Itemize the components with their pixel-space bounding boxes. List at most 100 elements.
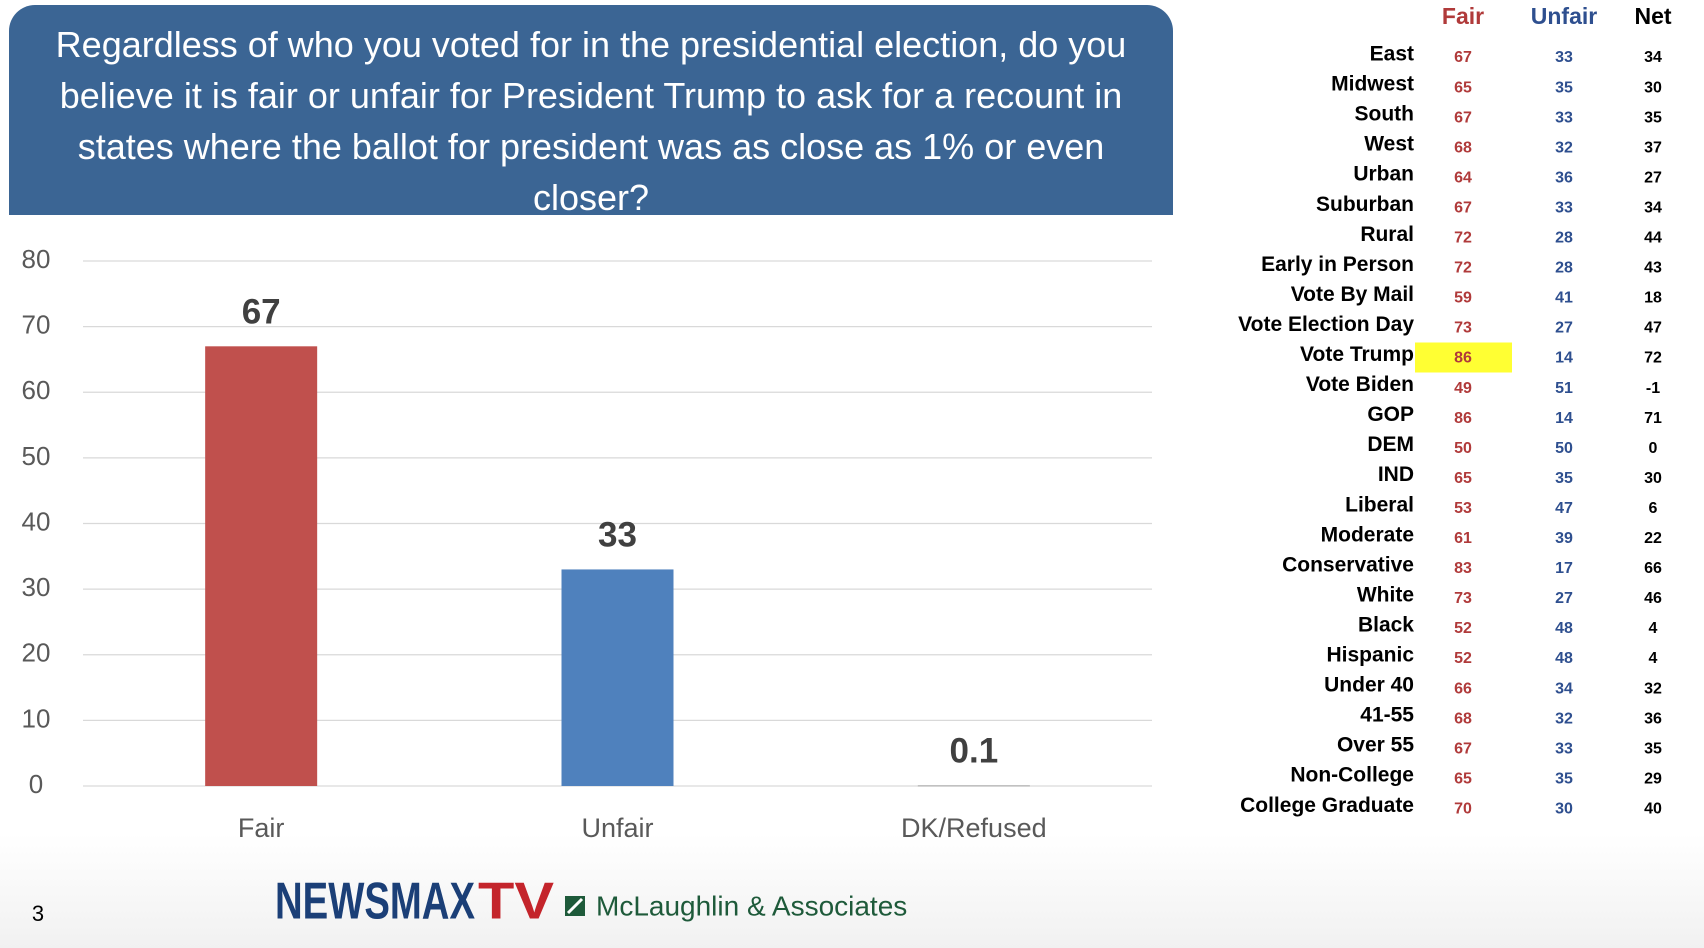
table-cell: 47 <box>1644 320 1662 337</box>
table-cell: 68 <box>1454 139 1472 156</box>
y-tick-label: 50 <box>22 441 51 471</box>
table-cell: 32 <box>1555 139 1573 156</box>
table-cell: 37 <box>1644 139 1662 156</box>
table-cell: 50 <box>1555 440 1573 457</box>
table-cell: 28 <box>1555 230 1573 247</box>
table-cell: 44 <box>1644 230 1662 247</box>
row-label: GOP <box>1367 403 1414 426</box>
row-label: Vote By Mail <box>1291 283 1414 306</box>
partner-icon-mark <box>566 897 584 915</box>
table-cell: 64 <box>1454 169 1472 186</box>
table-cell: 68 <box>1454 710 1472 727</box>
table-cell: 41 <box>1555 290 1573 307</box>
table-cell: 61 <box>1454 530 1472 547</box>
table-cell: 86 <box>1454 410 1472 427</box>
table-cell: 30 <box>1555 800 1573 817</box>
y-tick-label: 40 <box>22 506 51 536</box>
table-cell: 73 <box>1454 320 1472 337</box>
table-cell: 34 <box>1644 199 1662 216</box>
row-label: Moderate <box>1321 523 1414 546</box>
table-cell: 67 <box>1454 199 1472 216</box>
table-cell: 39 <box>1555 530 1573 547</box>
table-cell: 35 <box>1644 109 1662 126</box>
table-cell: 27 <box>1555 590 1573 607</box>
y-tick-label: 30 <box>22 572 51 602</box>
row-label: Conservative <box>1282 553 1414 576</box>
table-cell: 53 <box>1454 500 1472 517</box>
row-label: College Graduate <box>1240 794 1414 817</box>
row-label: Suburban <box>1316 193 1414 216</box>
table-cell: 47 <box>1555 500 1573 517</box>
table-cell: 4 <box>1649 650 1658 667</box>
table-cell: 67 <box>1454 49 1472 66</box>
row-label: Vote Trump <box>1300 343 1414 366</box>
y-tick-label: 80 <box>22 244 51 274</box>
table-cell: 40 <box>1644 800 1662 817</box>
table-cell: 6 <box>1649 500 1658 517</box>
table-cell: 59 <box>1454 290 1472 307</box>
table-cell: 43 <box>1644 260 1662 277</box>
table-cell: 65 <box>1454 470 1472 487</box>
row-label: DEM <box>1367 433 1414 456</box>
table-cell: -1 <box>1646 380 1660 397</box>
table-cell: 65 <box>1454 79 1472 96</box>
table-cell: 33 <box>1555 199 1573 216</box>
table-cell: 28 <box>1555 260 1573 277</box>
row-label: Midwest <box>1331 73 1414 96</box>
table-cell: 27 <box>1555 320 1573 337</box>
row-label: Under 40 <box>1324 674 1414 697</box>
row-label: Hispanic <box>1326 644 1414 667</box>
table-cell: 33 <box>1555 740 1573 757</box>
table-cell: 51 <box>1555 380 1573 397</box>
table-cell: 35 <box>1644 740 1662 757</box>
row-label: IND <box>1378 463 1414 486</box>
value-label: 0.1 <box>950 732 999 771</box>
y-tick-label: 60 <box>22 375 51 405</box>
row-label: Urban <box>1353 163 1414 186</box>
table-cell: 14 <box>1555 350 1573 367</box>
y-tick-label: 0 <box>29 769 43 799</box>
value-label: 67 <box>242 293 281 332</box>
table-cell: 52 <box>1454 650 1472 667</box>
y-tick-label: 10 <box>22 703 51 733</box>
table-cell: 14 <box>1555 410 1573 427</box>
column-header: Net <box>1634 3 1671 29</box>
partner-name: McLaughlin & Associates <box>596 890 907 921</box>
row-label: White <box>1357 583 1414 606</box>
table-cell: 34 <box>1555 680 1573 697</box>
table-cell: 22 <box>1644 530 1662 547</box>
row-label: Over 55 <box>1337 734 1414 757</box>
page-number: 3 <box>32 901 44 926</box>
table-cell: 67 <box>1454 109 1472 126</box>
row-label: West <box>1364 133 1414 156</box>
table-cell: 71 <box>1644 410 1662 427</box>
bar <box>917 785 1030 787</box>
table-cell: 52 <box>1454 620 1472 637</box>
table-cell: 35 <box>1555 770 1573 787</box>
row-label: East <box>1370 43 1414 66</box>
bar <box>561 569 674 786</box>
table-cell: 0 <box>1649 440 1658 457</box>
x-tick-label: Fair <box>238 813 285 843</box>
table-cell: 27 <box>1644 169 1662 186</box>
table-cell: 48 <box>1555 650 1573 667</box>
row-label: Non-College <box>1290 764 1414 787</box>
table-cell: 17 <box>1555 560 1573 577</box>
table-cell: 49 <box>1454 380 1472 397</box>
table-cell: 36 <box>1644 710 1662 727</box>
row-label: Black <box>1358 613 1414 636</box>
table-cell: 67 <box>1454 740 1472 757</box>
table-cell: 65 <box>1454 770 1472 787</box>
bar <box>205 346 318 786</box>
table-cell: 72 <box>1454 260 1472 277</box>
row-label: South <box>1355 103 1414 126</box>
table-cell: 35 <box>1555 79 1573 96</box>
row-label: Rural <box>1360 223 1414 246</box>
table-cell: 30 <box>1644 79 1662 96</box>
table-cell: 33 <box>1555 49 1573 66</box>
x-tick-label: DK/Refused <box>901 813 1047 843</box>
row-label: Liberal <box>1345 493 1414 516</box>
logo: NEWSMAX <box>275 873 475 931</box>
table-cell: 72 <box>1644 350 1662 367</box>
